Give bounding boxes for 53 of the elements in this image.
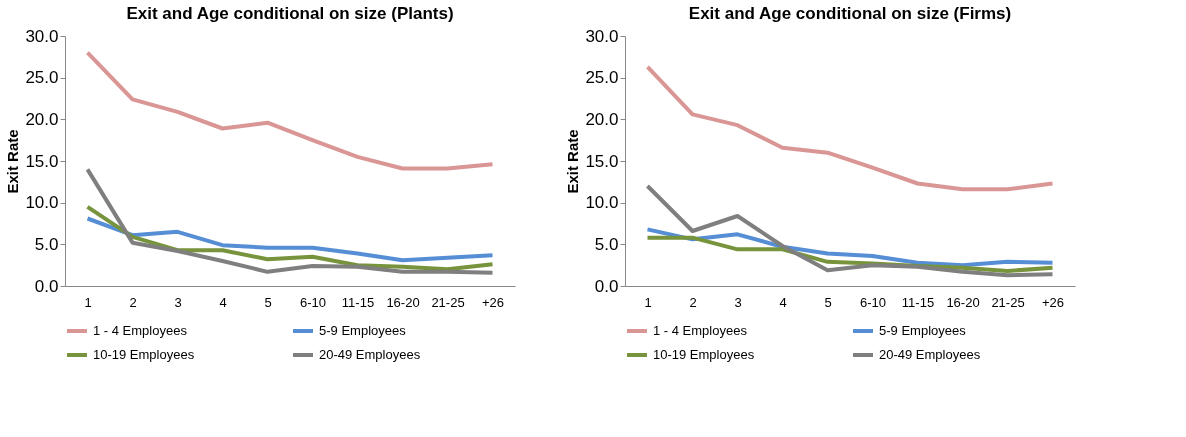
legend-label: 20-49 Employees xyxy=(879,347,981,362)
y-tick-label: 15.0 xyxy=(585,151,619,171)
x-tick-label: 4 xyxy=(779,294,787,310)
y-tick-label: 20.0 xyxy=(585,109,619,129)
x-tick-label: 21-25 xyxy=(991,294,1025,310)
y-tick-label: 25.0 xyxy=(25,68,59,88)
x-tick-label: 16-20 xyxy=(946,294,980,310)
y-tick-label: 30.0 xyxy=(585,26,619,46)
y-tick-label: 0.0 xyxy=(34,276,59,296)
legend-label: 1 - 4 Employees xyxy=(93,323,188,338)
line-series xyxy=(645,64,1055,192)
x-tick-label: 2 xyxy=(689,294,697,310)
line-series xyxy=(85,50,495,171)
line-series xyxy=(645,227,1055,268)
y-tick-label: 5.0 xyxy=(594,234,619,254)
chart-title: Exit and Age conditional on size (Plants) xyxy=(126,4,454,23)
y-tick-label: 20.0 xyxy=(25,109,59,129)
y-tick-label: 15.0 xyxy=(25,151,59,171)
y-axis-title: Exit Rate xyxy=(564,129,582,194)
x-tick-label: 6-10 xyxy=(299,294,327,310)
y-tick-label: 5.0 xyxy=(34,234,59,254)
x-tick-label: 3 xyxy=(734,294,742,310)
x-tick-label: 11-15 xyxy=(341,294,375,310)
x-tick-label: 3 xyxy=(174,294,182,310)
legend-label: 10-19 Employees xyxy=(653,347,755,362)
x-tick-label: +26 xyxy=(481,294,505,310)
x-tick-label: +26 xyxy=(1041,294,1065,310)
legend-label: 1 - 4 Employees xyxy=(653,323,748,338)
x-tick-label: 6-10 xyxy=(859,294,887,310)
x-tick-label: 11-15 xyxy=(901,294,935,310)
x-tick-label: 4 xyxy=(219,294,227,310)
x-tick-label: 5 xyxy=(824,294,832,310)
line-series xyxy=(85,167,495,275)
x-tick-label: 21-25 xyxy=(431,294,465,310)
x-tick-label: 5 xyxy=(264,294,272,310)
x-tick-label: 1 xyxy=(644,294,652,310)
legend-label: 5-9 Employees xyxy=(319,323,407,338)
legend-label: 5-9 Employees xyxy=(879,323,967,338)
x-tick-label: 1 xyxy=(84,294,92,310)
y-axis-title: Exit Rate xyxy=(4,129,22,194)
y-tick-label: 10.0 xyxy=(585,193,619,213)
line-series xyxy=(85,216,495,263)
line-series xyxy=(645,184,1055,278)
line-series xyxy=(85,204,495,272)
chart-title: Exit and Age conditional on size (Firms) xyxy=(688,4,1012,23)
x-tick-label: 2 xyxy=(129,294,137,310)
y-tick-label: 0.0 xyxy=(594,276,619,296)
y-tick-label: 10.0 xyxy=(25,193,59,213)
legend-label: 10-19 Employees xyxy=(93,347,195,362)
legend-label: 20-49 Employees xyxy=(319,347,421,362)
y-tick-label: 25.0 xyxy=(585,68,619,88)
x-tick-label: 16-20 xyxy=(386,294,420,310)
y-tick-label: 30.0 xyxy=(25,26,59,46)
